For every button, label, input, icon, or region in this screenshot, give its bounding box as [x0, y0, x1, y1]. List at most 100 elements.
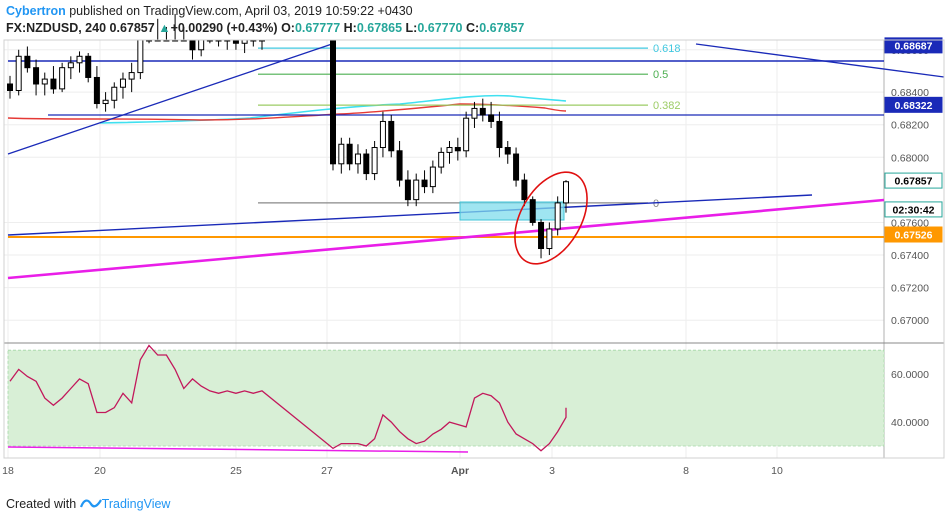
candle	[137, 39, 144, 80]
author-name[interactable]: Cybertron	[6, 4, 66, 18]
annotation-ellipse[interactable]	[500, 160, 602, 277]
tradingview-brand[interactable]: TradingView	[101, 497, 171, 511]
last-price: 0.67857	[109, 21, 155, 35]
fib-level-label: 0.382	[653, 100, 681, 112]
created-with-text: Created with	[6, 497, 77, 511]
candle	[438, 147, 445, 174]
candle	[102, 92, 109, 112]
candle	[250, 39, 257, 47]
candle	[128, 62, 135, 93]
candle	[346, 137, 353, 171]
symbol-label[interactable]: FX:NZDUSD, 240	[6, 21, 107, 35]
price-label-text: 0.67857	[895, 176, 933, 188]
candle	[354, 144, 361, 174]
candle	[563, 180, 569, 213]
price-tick-label: 0.67000	[891, 315, 929, 327]
publish-info: published on TradingView.com, April 03, …	[65, 4, 413, 18]
open-label: O:	[281, 21, 295, 35]
high-value: 0.67865	[356, 21, 403, 35]
candle	[429, 160, 436, 194]
candle	[224, 39, 231, 50]
time-tick-label: Apr	[451, 465, 469, 477]
candle	[93, 66, 100, 109]
candle	[59, 62, 66, 93]
time-tick-label: 10	[771, 465, 783, 477]
price-label-text: 02:30:42	[892, 204, 934, 216]
change-value: +0.00290 (+0.43%)	[170, 21, 278, 35]
candle	[371, 141, 378, 181]
candle	[24, 46, 31, 73]
candle	[388, 114, 395, 158]
tradingview-logo-icon	[79, 499, 102, 508]
candle	[119, 72, 126, 99]
price-tick-label: 0.67200	[891, 283, 929, 295]
price-label-tag: 0.67857	[884, 172, 943, 189]
candle	[241, 39, 248, 54]
trend-line-falling[interactable]	[695, 43, 945, 78]
fib-level-label: 0	[653, 198, 659, 210]
candle	[7, 75, 13, 99]
price-axis: 0.686600.684000.682000.680000.676000.674…	[891, 45, 929, 327]
price-tick-label: 0.67600	[891, 217, 929, 229]
time-tick-label: 18	[2, 465, 14, 477]
change-up-icon: ▲	[158, 21, 171, 35]
candle	[33, 59, 40, 96]
candle	[479, 98, 486, 122]
candle	[338, 137, 345, 174]
candle	[363, 149, 370, 181]
candle	[189, 39, 196, 60]
close-value: 0.67857	[479, 21, 525, 35]
rsi-divergence-line[interactable]	[7, 446, 469, 453]
candle	[50, 66, 57, 94]
candle	[85, 53, 92, 83]
time-tick-label: 27	[321, 465, 333, 477]
time-tick-label: 20	[94, 465, 106, 477]
candle	[232, 39, 239, 50]
candle	[496, 111, 503, 158]
candle	[15, 49, 22, 96]
candle	[76, 51, 83, 73]
candle	[529, 196, 536, 226]
publish-header: Cybertron published on TradingView.com, …	[6, 4, 413, 18]
price-label-text: 0.68322	[895, 100, 933, 112]
price-tick-label: 0.68000	[891, 152, 929, 164]
time-axis: 18 20 25 27 Apr 3 8 10	[2, 465, 783, 477]
low-value: 0.67770	[417, 21, 463, 35]
candle	[454, 137, 461, 161]
candle	[404, 170, 411, 207]
open-value: 0.67777	[294, 21, 341, 35]
price-label-tag: 0.68687	[884, 37, 943, 54]
price-label-tag: 02:30:42	[884, 201, 943, 218]
rsi-band	[7, 349, 885, 447]
candle	[421, 170, 428, 194]
price-tick-label: 0.68400	[891, 87, 929, 99]
rsi-tick-label: 40.0000	[891, 417, 929, 429]
low-label: L:	[405, 21, 418, 35]
candle	[521, 173, 528, 207]
time-tick-label: 3	[549, 465, 555, 477]
candle	[504, 141, 511, 164]
fibonacci-retracement[interactable]: 0.618 0.5 0.382 0	[258, 43, 681, 210]
trend-line-lower-blue[interactable]	[7, 194, 813, 236]
price-tick-label: 0.67400	[891, 250, 929, 262]
trend-line-magenta[interactable]	[7, 198, 885, 280]
candle	[546, 222, 553, 256]
candle	[379, 111, 386, 158]
candle	[471, 101, 478, 128]
rsi-line	[9, 344, 567, 452]
fib-level-label: 0.618	[653, 43, 681, 55]
rsi-axis: 60.0000 40.0000	[891, 369, 929, 429]
trend-line-rising[interactable]	[7, 43, 333, 155]
time-tick-label: 8	[683, 465, 689, 477]
candle	[413, 173, 420, 207]
candle	[330, 39, 336, 171]
highlight-zone-cyan[interactable]	[459, 201, 565, 221]
moving-average-red	[7, 103, 567, 121]
price-label-tag: 0.68322	[884, 96, 943, 113]
candle	[396, 141, 403, 187]
candle	[111, 82, 118, 109]
candle	[215, 39, 222, 47]
candle	[41, 72, 48, 96]
rsi-tick-label: 60.0000	[891, 369, 929, 381]
